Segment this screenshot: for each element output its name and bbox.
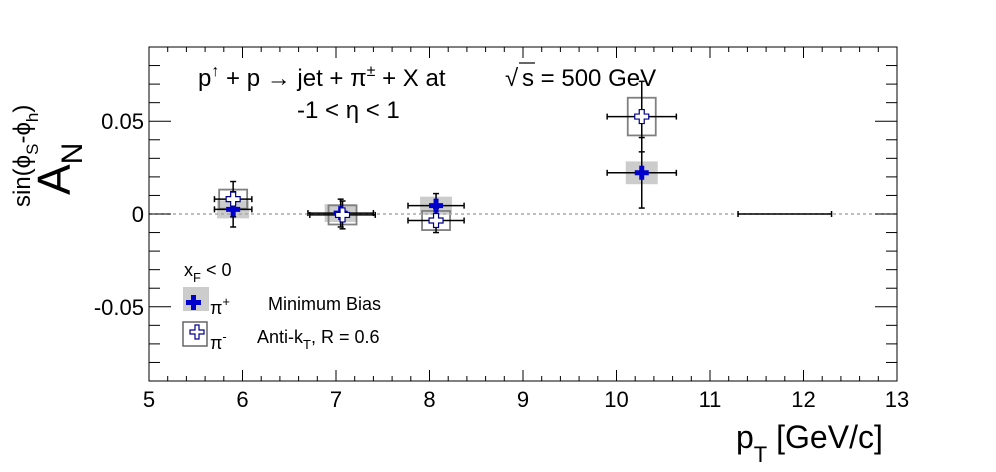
legend-pi-plus-sup: + xyxy=(222,294,230,309)
y-label-sup-end: ) xyxy=(9,105,36,113)
x-tick-label: 7 xyxy=(330,387,342,412)
axes: 5 6 7 8 9 10 11 12 13 -0.05 0 0.05 xyxy=(94,46,909,412)
x-label-main: p xyxy=(736,419,754,455)
chart-subtitle: -1 < η < 1 xyxy=(297,97,400,124)
y-label-sup-h: h xyxy=(23,113,42,122)
legend-pi-minus-main: π xyxy=(210,333,222,353)
legend-note-minbias: Minimum Bias xyxy=(268,294,381,314)
x-axis-label: pT [GeV/c] xyxy=(736,419,883,467)
x-label-unit: [GeV/c] xyxy=(767,419,883,455)
x-tick-label: 8 xyxy=(423,387,435,412)
legend-note-antikt: Anti-kT, R = 0.6 xyxy=(257,327,380,352)
title-rest: + X at xyxy=(375,65,445,92)
y-axis-label: AN sin(ϕS-ϕh) xyxy=(9,105,89,207)
y-label-main: A xyxy=(28,164,80,195)
x-label-sub: T xyxy=(754,442,767,467)
title-arrow: → xyxy=(267,65,291,92)
marker-pi-plus xyxy=(226,202,241,217)
x-tick-label: 11 xyxy=(699,387,722,412)
legend-note-antikt-sub: T xyxy=(303,337,311,352)
legend-label-pi-plus: π+ xyxy=(210,294,230,318)
x-tick-label: 6 xyxy=(236,387,248,412)
legend-note-antikt-main: Anti-k xyxy=(257,327,304,347)
x-tick-label: 5 xyxy=(143,387,155,412)
x-tick-label: 13 xyxy=(885,387,909,412)
chart-title: p↑ + p → jet + π± + X at xyxy=(198,63,446,92)
legend: xF < 0 π+ Minimum Bias π- Anti-kT, R = 0… xyxy=(182,260,381,353)
legend-header-rest: < 0 xyxy=(201,260,232,280)
legend-marker-pi-plus xyxy=(186,295,201,310)
svg-text:sin(ϕS-ϕh): sin(ϕS-ϕh) xyxy=(9,105,42,207)
y-label-sup-mid: -ϕ xyxy=(9,122,36,143)
y-label-sup: sin(ϕ xyxy=(9,155,36,207)
title-jet: jet + π xyxy=(291,65,367,92)
legend-header: xF < 0 xyxy=(184,260,231,285)
marker-pi-minus xyxy=(428,212,444,229)
legend-pi-plus-main: π xyxy=(210,298,222,318)
y-tick-label: -0.05 xyxy=(94,295,144,320)
legend-marker-pi-minus xyxy=(189,324,205,340)
legend-header-main: x xyxy=(184,260,193,280)
title-energy: s = 500 GeV xyxy=(522,65,656,92)
svg-text:AN: AN xyxy=(28,143,89,195)
x-tick-label: 10 xyxy=(604,387,628,412)
marker-pi-plus xyxy=(634,165,649,180)
markers xyxy=(225,108,650,229)
title-sqrt: √ xyxy=(505,65,519,92)
marker-pi-minus xyxy=(334,207,351,223)
x-tick-label: 9 xyxy=(517,387,529,412)
y-label-sub: N xyxy=(56,143,89,165)
title-pm: ± xyxy=(367,63,376,80)
y-label-sup-s: S xyxy=(23,144,42,155)
legend-pi-minus-sup: - xyxy=(222,329,226,344)
legend-note-antikt-rest: , R = 0.6 xyxy=(311,327,380,347)
marker-pi-minus xyxy=(634,108,650,125)
title-up: ↑ xyxy=(211,63,219,80)
marker-pi-plus xyxy=(429,198,444,213)
x-tick-label: 12 xyxy=(791,387,815,412)
y-tick-label: 0 xyxy=(132,202,144,227)
y-tick-label: 0.05 xyxy=(101,109,144,134)
marker-pi-minus xyxy=(225,191,241,207)
title-p: p xyxy=(198,65,211,92)
title-plus: + p xyxy=(219,65,266,92)
legend-header-sub: F xyxy=(193,270,201,285)
legend-label-pi-minus: π- xyxy=(210,329,227,353)
